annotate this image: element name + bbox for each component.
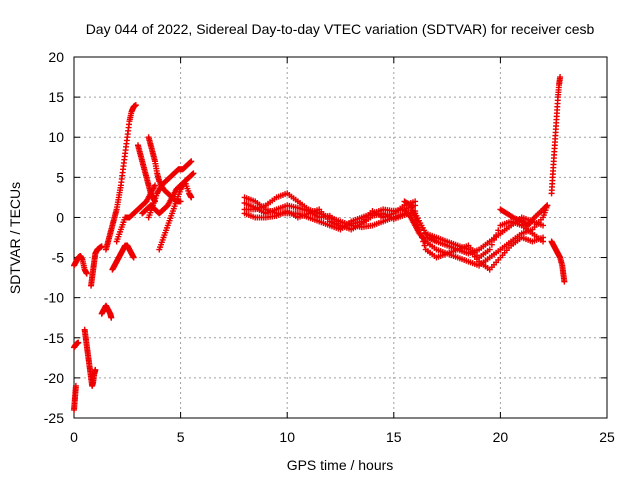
data-point xyxy=(543,203,550,210)
x-tick-label: 15 xyxy=(386,429,402,445)
data-point xyxy=(188,158,195,165)
chart-title: Day 044 of 2022, Sidereal Day-to-day VTE… xyxy=(86,21,595,37)
y-tick-label: -5 xyxy=(52,250,65,266)
y-tick-label: -10 xyxy=(44,290,64,306)
data-point xyxy=(187,159,194,166)
data-point xyxy=(132,102,139,109)
data-point xyxy=(540,234,547,241)
data-point xyxy=(83,270,90,277)
data-point xyxy=(561,278,568,285)
data-point xyxy=(108,314,115,321)
data-point xyxy=(190,170,197,177)
x-tick-label: 0 xyxy=(70,429,78,445)
y-tick-label: 10 xyxy=(48,129,64,145)
data-point xyxy=(421,242,428,249)
data-point xyxy=(98,243,105,250)
plot-area-frame xyxy=(73,56,608,419)
x-tick-label: 10 xyxy=(279,429,295,445)
y-tick-label: -25 xyxy=(44,410,64,426)
y-tick-label: 5 xyxy=(56,169,64,185)
data-points xyxy=(71,74,568,413)
data-point xyxy=(75,339,82,346)
y-axis-label: SDTVAR / TECUs xyxy=(7,182,23,294)
data-point xyxy=(92,366,99,373)
data-point xyxy=(188,194,195,201)
x-tick-label: 20 xyxy=(493,429,509,445)
y-tick-label: 0 xyxy=(56,209,64,225)
data-point xyxy=(406,201,413,208)
data-point xyxy=(412,198,419,205)
y-tick-label: -20 xyxy=(44,370,64,386)
data-point xyxy=(486,246,493,253)
data-point xyxy=(416,226,423,233)
data-point xyxy=(418,234,425,241)
data-point xyxy=(130,254,137,261)
axis-ticks xyxy=(73,56,608,419)
data-point xyxy=(420,238,427,245)
x-axis-tick-labels: 0 5 10 15 20 25 xyxy=(70,429,615,445)
y-axis-tick-labels: -25 -20 -15 -10 -5 0 5 10 15 20 xyxy=(44,49,64,426)
y-tick-label: 15 xyxy=(48,89,64,105)
x-axis-label: GPS time / hours xyxy=(287,457,394,473)
data-point xyxy=(557,74,564,81)
chart-gridlines xyxy=(74,57,607,418)
y-tick-label: 20 xyxy=(48,49,64,65)
data-point xyxy=(72,382,79,389)
data-point xyxy=(152,182,159,189)
data-point xyxy=(544,202,551,209)
data-point xyxy=(540,222,547,229)
x-tick-label: 25 xyxy=(599,429,615,445)
data-point xyxy=(189,171,196,178)
y-tick-label: -15 xyxy=(44,330,64,346)
x-tick-label: 5 xyxy=(177,429,185,445)
data-point xyxy=(417,230,424,237)
